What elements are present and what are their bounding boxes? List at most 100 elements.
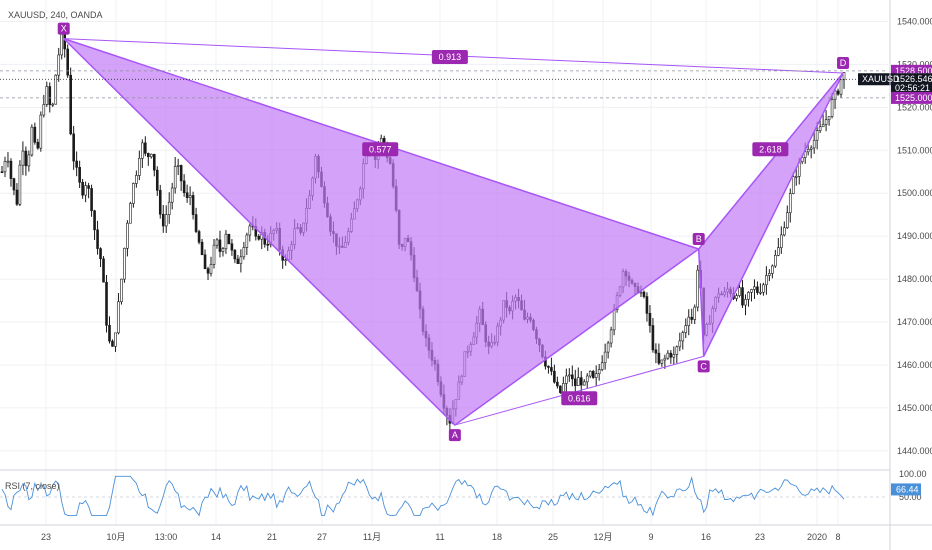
candle-body[interactable]	[42, 104, 46, 116]
candle-body[interactable]	[81, 181, 84, 196]
candle-body[interactable]	[657, 352, 661, 364]
candle-body[interactable]	[562, 383, 565, 393]
candle-body[interactable]	[33, 126, 37, 143]
candle-body[interactable]	[550, 367, 553, 372]
candle-body[interactable]	[597, 369, 601, 375]
candle-body[interactable]	[603, 351, 607, 364]
candle-body[interactable]	[6, 160, 10, 163]
candle-body[interactable]	[284, 259, 287, 261]
candle-body[interactable]	[780, 234, 783, 248]
candle-body[interactable]	[60, 34, 64, 56]
candle-body[interactable]	[818, 126, 822, 132]
candle-body[interactable]	[108, 324, 111, 342]
candle-body[interactable]	[51, 103, 55, 106]
candle-body[interactable]	[824, 119, 828, 125]
candle-body[interactable]	[669, 352, 673, 358]
pattern-point-d-badge[interactable]	[837, 56, 850, 69]
candle-body[interactable]	[161, 213, 165, 227]
candle-body[interactable]	[245, 234, 249, 248]
pattern-line-ac[interactable]	[454, 355, 704, 426]
candle-body[interactable]	[144, 142, 147, 154]
candle-body[interactable]	[138, 158, 141, 176]
candle-body[interactable]	[681, 332, 685, 342]
candle-body[interactable]	[809, 147, 813, 150]
pattern-point-c-badge[interactable]	[697, 360, 710, 373]
candle-body[interactable]	[672, 354, 676, 358]
price-tag[interactable]	[891, 91, 932, 104]
candle-body[interactable]	[48, 86, 52, 105]
candle-body[interactable]	[660, 359, 664, 364]
candle-body[interactable]	[684, 325, 688, 333]
candle-body[interactable]	[176, 165, 180, 167]
rsi-value-tag[interactable]	[891, 483, 921, 496]
candle-body[interactable]	[149, 153, 153, 158]
candle-body[interactable]	[203, 254, 207, 270]
candle-body[interactable]	[75, 160, 78, 168]
candle-body[interactable]	[777, 247, 780, 256]
candle-body[interactable]	[788, 193, 792, 213]
candle-body[interactable]	[155, 169, 159, 191]
candle-body[interactable]	[651, 325, 655, 351]
candle-body[interactable]	[600, 362, 604, 370]
pattern-triangle-bcd[interactable]	[697, 72, 844, 357]
candle-body[interactable]	[257, 235, 261, 240]
candle-body[interactable]	[15, 189, 19, 205]
candle-body[interactable]	[99, 248, 102, 260]
candle-body[interactable]	[236, 258, 240, 264]
candle-body[interactable]	[791, 176, 795, 194]
candle-body[interactable]	[158, 190, 162, 215]
candle-body[interactable]	[573, 378, 577, 386]
candle-body[interactable]	[45, 86, 49, 105]
candle-body[interactable]	[24, 150, 28, 167]
candle-body[interactable]	[96, 229, 99, 249]
candle-body[interactable]	[594, 373, 598, 378]
candle-body[interactable]	[39, 114, 43, 149]
candle-body[interactable]	[568, 374, 571, 377]
candle-body[interactable]	[54, 74, 58, 105]
candle-body[interactable]	[612, 309, 616, 331]
candle-body[interactable]	[663, 357, 667, 361]
candle-body[interactable]	[696, 269, 700, 308]
candle-body[interactable]	[218, 239, 222, 252]
candle-body[interactable]	[771, 265, 774, 274]
candle-body[interactable]	[224, 233, 228, 249]
candle-body[interactable]	[230, 243, 234, 251]
candle-body[interactable]	[642, 291, 646, 297]
candle-body[interactable]	[830, 99, 834, 117]
candle-body[interactable]	[78, 167, 81, 183]
candle-body[interactable]	[233, 249, 237, 260]
candle-body[interactable]	[842, 72, 846, 81]
candle-body[interactable]	[741, 287, 744, 306]
candle-body[interactable]	[750, 289, 753, 293]
candle-body[interactable]	[606, 342, 610, 353]
candle-body[interactable]	[579, 377, 583, 386]
candle-body[interactable]	[170, 187, 174, 203]
candle-body[interactable]	[588, 371, 592, 377]
candle-body[interactable]	[209, 264, 213, 274]
ratio-badge[interactable]	[362, 142, 399, 157]
candle-body[interactable]	[571, 374, 574, 380]
candle-body[interactable]	[556, 381, 559, 387]
candle-body[interactable]	[582, 381, 586, 386]
candle-body[interactable]	[266, 243, 270, 246]
candle-body[interactable]	[117, 301, 120, 334]
candle-body[interactable]	[27, 154, 31, 167]
candle-body[interactable]	[200, 241, 204, 256]
candle-body[interactable]	[87, 185, 90, 189]
candle-body[interactable]	[215, 239, 219, 246]
candle-body[interactable]	[559, 385, 562, 393]
candle-body[interactable]	[785, 212, 789, 229]
candle-body[interactable]	[645, 296, 649, 314]
candle-body[interactable]	[547, 365, 550, 368]
candle-body[interactable]	[812, 139, 816, 149]
candle-body[interactable]	[693, 306, 697, 320]
candle-body[interactable]	[120, 278, 123, 303]
candle-body[interactable]	[132, 183, 135, 204]
pattern-point-a-badge[interactable]	[448, 429, 461, 442]
candle-body[interactable]	[687, 316, 691, 326]
candle-body[interactable]	[756, 286, 759, 293]
candle-body[interactable]	[129, 203, 132, 224]
candle-body[interactable]	[836, 90, 840, 95]
